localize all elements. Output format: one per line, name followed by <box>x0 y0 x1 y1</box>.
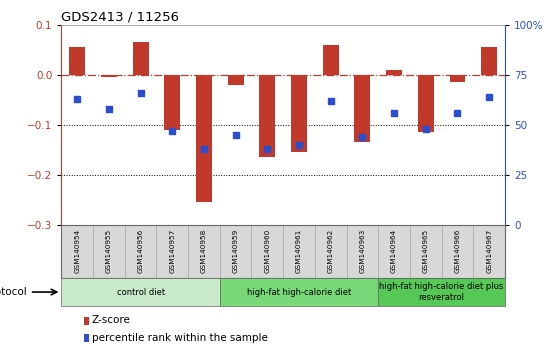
Point <box>136 90 145 96</box>
Point <box>104 106 113 112</box>
Bar <box>69 47 85 75</box>
Bar <box>220 278 378 306</box>
Point <box>421 126 430 132</box>
Text: protocol: protocol <box>0 287 27 297</box>
Point <box>453 110 462 116</box>
Bar <box>165 75 180 130</box>
Bar <box>441 225 473 278</box>
Text: GSM140967: GSM140967 <box>486 229 492 273</box>
Bar <box>354 75 371 142</box>
Bar <box>291 75 307 152</box>
Bar <box>156 225 188 278</box>
Point <box>389 110 398 116</box>
Text: GSM140956: GSM140956 <box>138 229 143 273</box>
Bar <box>84 317 89 325</box>
Bar <box>93 225 125 278</box>
Text: GSM140959: GSM140959 <box>233 229 239 273</box>
Bar <box>228 75 244 85</box>
Bar <box>450 75 465 82</box>
Text: GSM140964: GSM140964 <box>391 229 397 273</box>
Bar <box>220 225 252 278</box>
Bar <box>315 225 347 278</box>
Point <box>263 146 272 152</box>
Point <box>358 134 367 139</box>
Bar <box>188 225 220 278</box>
Point <box>200 146 209 152</box>
Bar <box>410 225 441 278</box>
Bar <box>61 278 220 306</box>
Text: control diet: control diet <box>117 287 165 297</box>
Text: GDS2413 / 11256: GDS2413 / 11256 <box>61 11 179 24</box>
Text: GSM140963: GSM140963 <box>359 229 365 273</box>
Bar <box>418 75 434 132</box>
Bar <box>259 75 275 157</box>
Bar <box>252 225 283 278</box>
Point <box>231 132 240 138</box>
Text: Z-score: Z-score <box>92 315 131 325</box>
Text: GSM140955: GSM140955 <box>106 229 112 273</box>
Bar <box>133 42 148 75</box>
Bar <box>101 75 117 77</box>
Text: percentile rank within the sample: percentile rank within the sample <box>92 333 267 343</box>
Bar <box>481 47 497 75</box>
Bar <box>61 225 93 278</box>
Point <box>73 96 81 102</box>
Text: GSM140958: GSM140958 <box>201 229 207 273</box>
Bar <box>196 75 212 202</box>
Text: GSM140961: GSM140961 <box>296 229 302 273</box>
Bar <box>125 225 156 278</box>
Bar <box>378 225 410 278</box>
Bar <box>473 225 505 278</box>
Point <box>485 94 494 99</box>
Bar <box>347 225 378 278</box>
Point <box>295 142 304 148</box>
Point <box>168 128 177 133</box>
Text: GSM140957: GSM140957 <box>169 229 175 273</box>
Point <box>326 98 335 104</box>
Bar <box>323 45 339 75</box>
Bar <box>386 70 402 75</box>
Text: GSM140954: GSM140954 <box>74 229 80 273</box>
Text: GSM140962: GSM140962 <box>328 229 334 273</box>
Text: GSM140966: GSM140966 <box>454 229 460 273</box>
Bar <box>283 225 315 278</box>
Text: GSM140965: GSM140965 <box>423 229 429 273</box>
Text: high-fat high-calorie diet: high-fat high-calorie diet <box>247 287 351 297</box>
Text: high-fat high-calorie diet plus
resveratrol: high-fat high-calorie diet plus resverat… <box>379 282 504 302</box>
Bar <box>84 334 89 343</box>
Bar <box>378 278 505 306</box>
Text: GSM140960: GSM140960 <box>264 229 270 273</box>
